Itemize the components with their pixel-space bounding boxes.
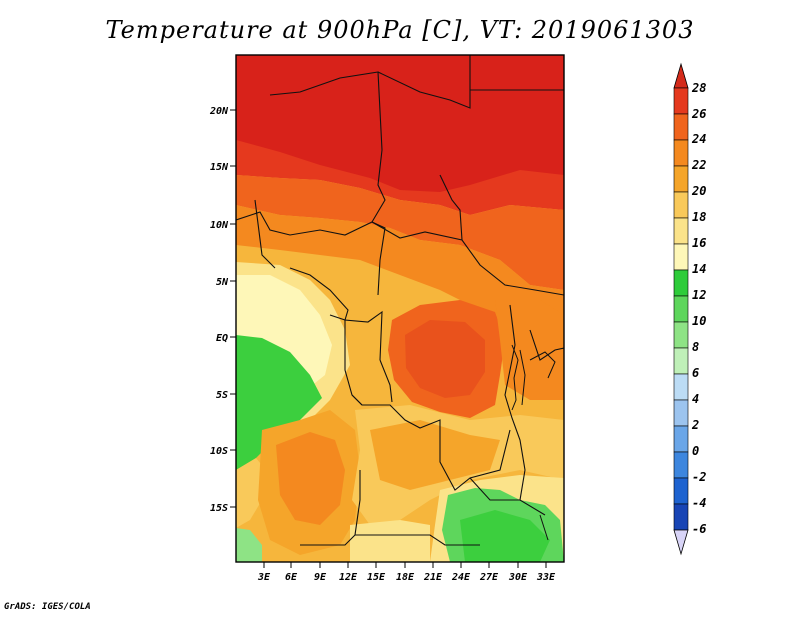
colorbar-label: 6 — [692, 366, 699, 380]
country-borders — [236, 55, 564, 546]
lon-label: 27E — [479, 572, 499, 583]
lon-label: 6E — [285, 572, 298, 583]
temperature-field — [236, 55, 564, 562]
lon-label: 15E — [367, 572, 386, 583]
lat-label: 5S — [216, 390, 228, 401]
lon-label: 12E — [339, 572, 358, 583]
lon-label: 21E — [423, 572, 443, 583]
lon-label: 33E — [536, 572, 556, 583]
footer-credit: GrADS: IGES/COLA — [4, 602, 91, 612]
lat-label: 10S — [210, 446, 228, 457]
colorbar-label: 8 — [692, 340, 699, 354]
colorbar-segment — [673, 139, 689, 167]
lon-label: 18E — [396, 572, 415, 583]
colorbar-segment — [673, 477, 689, 505]
colorbar-segment — [673, 217, 689, 245]
colorbar — [673, 62, 689, 556]
colorbar-segment — [673, 425, 689, 453]
colorbar-segment — [673, 347, 689, 375]
lat-ticks — [230, 109, 236, 508]
map-frame — [235, 54, 565, 563]
colorbar-segment — [673, 191, 689, 219]
colorbar-segment — [673, 269, 689, 297]
colorbar-label: 24 — [691, 132, 706, 146]
colorbar-label: 10 — [692, 314, 706, 328]
lakes — [511, 344, 556, 541]
lon-label: 9E — [314, 572, 327, 583]
colorbar-bottom-triangle — [673, 529, 689, 556]
colorbar-segment — [673, 321, 689, 349]
colorbar-label: 28 — [691, 81, 706, 95]
map-title: Temperature at 900hPa [C], VT: 201906130… — [105, 16, 695, 44]
colorbar-segment — [673, 295, 689, 323]
colorbar-label: 14 — [692, 262, 706, 276]
colorbar-segment — [673, 87, 689, 115]
colorbar-label: 12 — [692, 288, 706, 302]
colorbar-top-triangle — [673, 62, 689, 89]
lat-label: 10N — [210, 220, 229, 231]
colorbar-segment — [673, 113, 689, 141]
colorbar-label: -2 — [692, 470, 706, 484]
colorbar-label: 26 — [691, 107, 706, 121]
colorbar-segment — [673, 451, 689, 479]
colorbar-label: 0 — [692, 444, 699, 458]
colorbar-label: 16 — [692, 236, 706, 250]
colorbar-label: -4 — [692, 496, 706, 510]
colorbar-label: 4 — [692, 392, 699, 406]
colorbar-label: 20 — [691, 184, 706, 198]
lat-label: 5N — [216, 277, 229, 288]
lon-ticks — [263, 562, 547, 568]
colorbar-segment — [673, 373, 689, 401]
colorbar-segment — [673, 165, 689, 193]
colorbar-label: 22 — [691, 158, 706, 172]
lat-label: 15S — [210, 503, 228, 514]
colorbar-segment — [673, 503, 689, 531]
colorbar-label: 2 — [691, 418, 699, 432]
lon-label: 30E — [508, 572, 528, 583]
lat-label: EQ — [216, 333, 228, 344]
colorbar-segment — [673, 243, 689, 271]
colorbar-segment — [673, 399, 689, 427]
colorbar-label: 18 — [692, 210, 706, 224]
lat-label: 20N — [209, 106, 229, 117]
lat-label: 15N — [210, 162, 229, 173]
lon-label: 3E — [257, 572, 271, 583]
lon-label: 24E — [451, 572, 471, 583]
colorbar-label: -6 — [692, 522, 706, 536]
